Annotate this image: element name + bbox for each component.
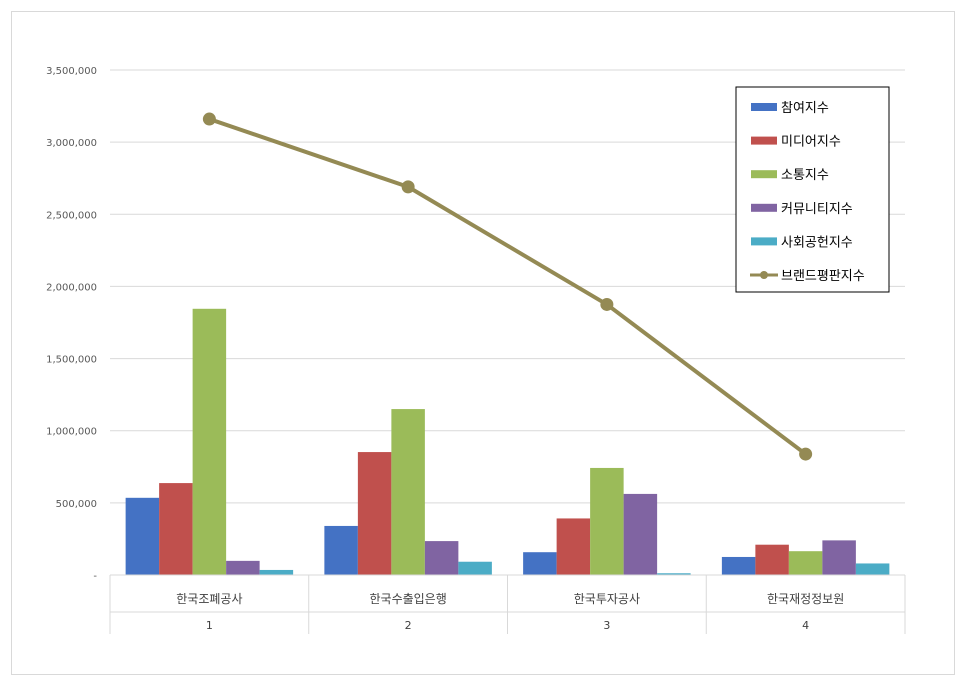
bar — [556, 518, 591, 575]
x-category-number: 3 — [603, 619, 610, 632]
line-point — [401, 180, 415, 194]
legend-swatch — [751, 136, 777, 145]
bar — [159, 483, 193, 575]
x-category-number: 4 — [802, 619, 809, 632]
legend-swatch — [751, 203, 777, 212]
bar — [788, 551, 823, 575]
legend-swatch — [751, 170, 777, 179]
legend-swatch — [751, 103, 777, 111]
y-tick-label: 3,500,000 — [46, 66, 97, 77]
bar — [125, 497, 160, 575]
bar — [590, 467, 624, 575]
legend-box — [735, 86, 890, 293]
legend-label: 미디어지수 — [781, 135, 841, 150]
bar — [259, 569, 294, 575]
bar — [424, 541, 459, 575]
x-axis: 한국조폐공사 1 한국수출입은행 2 한국투자공사 3 한국재정정보원 4 — [109, 574, 906, 634]
legend-label: 참여지수 — [781, 101, 829, 116]
x-category-label: 한국조폐공사 — [176, 592, 242, 606]
line-point — [600, 297, 614, 311]
legend-label: 브랜드평판지수 — [781, 269, 865, 284]
y-tick-label: 2,500,000 — [46, 210, 97, 221]
brand-index-line — [202, 112, 813, 461]
bar — [226, 560, 260, 575]
legend-label: 소통지수 — [781, 168, 829, 183]
y-tick-label: 3,000,000 — [46, 138, 97, 149]
legend-label: 커뮤니티지수 — [781, 202, 853, 217]
bar — [721, 556, 756, 575]
bar — [623, 493, 658, 575]
legend-swatch — [751, 237, 777, 246]
bars — [125, 308, 890, 575]
bar — [657, 573, 691, 575]
line-path — [208, 117, 807, 456]
bar — [822, 540, 856, 575]
line-point — [799, 447, 813, 461]
x-category-number: 1 — [206, 619, 213, 632]
y-axis: - 500,000 1,000,000 1,500,000 2,000,000 2,500… — [46, 66, 97, 582]
bar — [458, 561, 492, 575]
y-tick-label: 1,500,000 — [46, 355, 97, 366]
line-point — [202, 112, 216, 126]
y-tick-label: 1,000,000 — [46, 427, 97, 438]
bar — [192, 308, 227, 575]
bar — [357, 452, 392, 575]
bar — [523, 552, 557, 575]
bar — [391, 409, 425, 575]
bar — [755, 544, 789, 575]
bar — [324, 525, 358, 575]
y-tick-label: 500,000 — [56, 499, 97, 510]
x-category-number: 2 — [405, 619, 412, 632]
x-category-label: 한국수출입은행 — [369, 591, 446, 606]
y-tick-label: 2,000,000 — [46, 282, 97, 293]
legend-label: 사회공헌지수 — [781, 235, 853, 250]
bar — [855, 563, 890, 575]
legend-line-marker — [760, 271, 768, 279]
x-category-label: 한국투자공사 — [574, 592, 640, 606]
x-category-label: 한국재정정보원 — [767, 592, 844, 606]
y-tick-label: - — [93, 571, 97, 582]
